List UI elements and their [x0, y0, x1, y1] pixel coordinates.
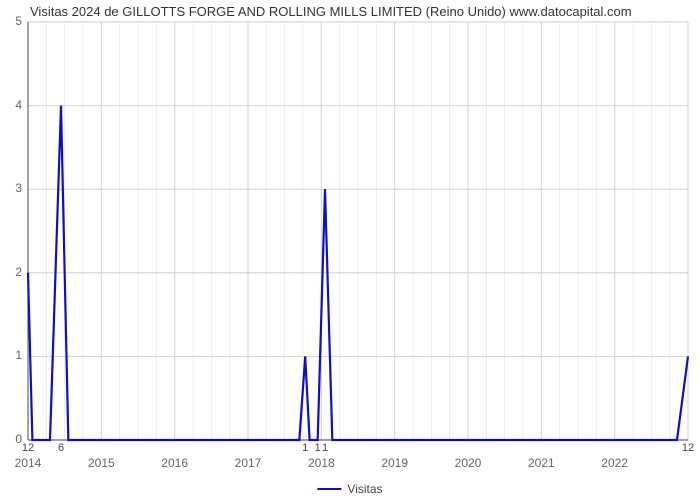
x-tick-label: 2017: [235, 456, 262, 470]
series-data-label: 6: [58, 442, 64, 454]
x-tick-label: 2021: [528, 456, 555, 470]
x-tick-label: 2016: [161, 456, 188, 470]
x-tick-label: 2014: [15, 456, 42, 470]
series-data-label: 1: [322, 442, 328, 454]
chart-title: Visitas 2024 de GILLOTTS FORGE AND ROLLI…: [30, 4, 632, 19]
x-tick-label: 2018: [308, 456, 335, 470]
chart-plot-area: [0, 0, 700, 500]
chart-legend: Visitas: [317, 482, 382, 496]
y-tick-label: 0: [2, 432, 22, 446]
y-tick-label: 2: [2, 265, 22, 279]
y-tick-label: 5: [2, 14, 22, 28]
x-tick-label: 2019: [381, 456, 408, 470]
legend-label: Visitas: [347, 482, 382, 496]
x-tick-label: 2022: [601, 456, 628, 470]
x-tick-label: 2015: [88, 456, 115, 470]
series-data-label: 12: [682, 442, 694, 454]
y-tick-label: 4: [2, 98, 22, 112]
y-tick-label: 3: [2, 181, 22, 195]
series-data-label: 1: [302, 442, 308, 454]
legend-swatch: [317, 488, 341, 490]
x-tick-label: 2020: [455, 456, 482, 470]
series-data-label: 12: [22, 442, 34, 454]
visits-line-chart: Visitas 2024 de GILLOTTS FORGE AND ROLLI…: [0, 0, 700, 500]
y-tick-label: 1: [2, 348, 22, 362]
series-data-label: 1: [315, 442, 321, 454]
